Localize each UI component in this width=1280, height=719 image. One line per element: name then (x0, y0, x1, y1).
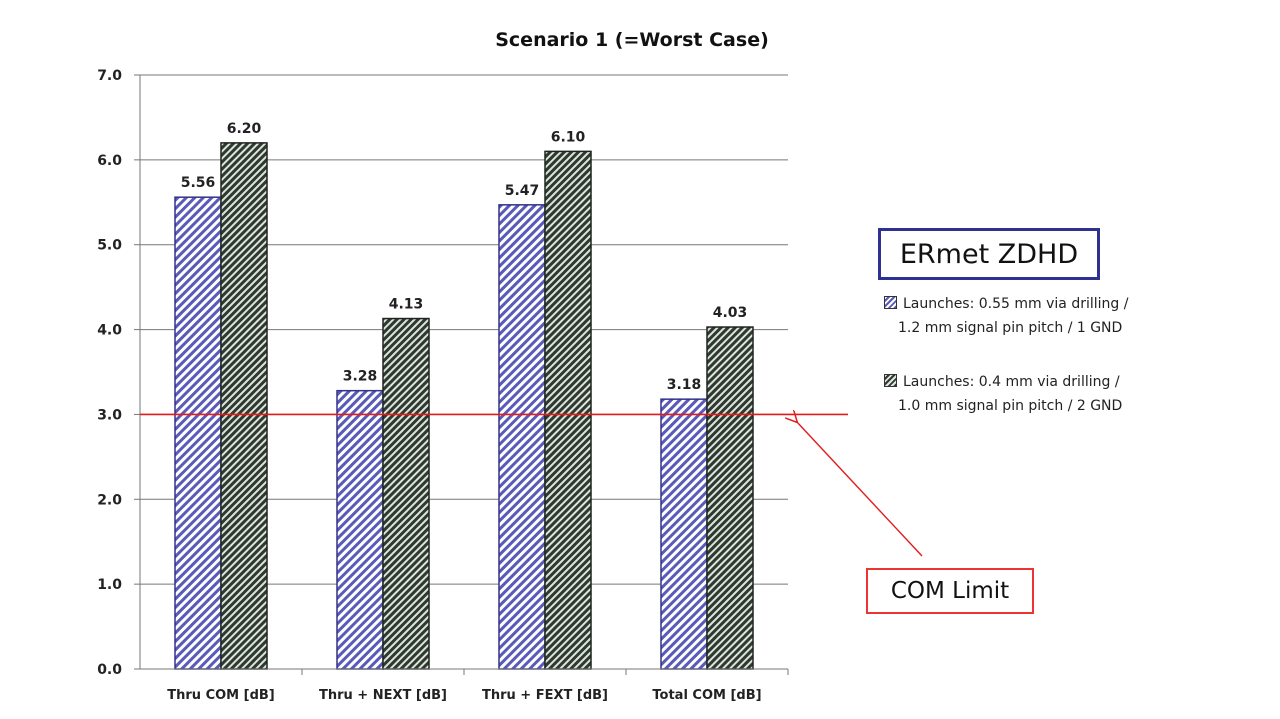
y-tick-label: 6.0 (97, 153, 122, 169)
y-tick-label: 0.0 (97, 662, 122, 678)
x-tick-label: Thru COM [dB] (167, 688, 274, 703)
y-tick-label: 5.0 (97, 238, 122, 254)
bar-series-2-2 (544, 150, 592, 670)
legend-item-series-2: Launches: 0.4 mm via drilling / 1.0 mm s… (884, 370, 1184, 418)
bar-series-1-2 (498, 204, 546, 670)
bar-series-2-3 (706, 326, 754, 670)
legend-swatch-dark (884, 374, 897, 387)
bar-series-2-1 (382, 317, 430, 670)
y-tick-label: 4.0 (97, 323, 122, 339)
x-tick-label: Thru + NEXT [dB] (319, 688, 447, 703)
legend-item-label-line2: 1.0 mm signal pin pitch / 2 GND (898, 398, 1123, 414)
legend-item-series-1: Launches: 0.55 mm via drilling / 1.2 mm … (884, 292, 1184, 340)
data-label: 4.13 (389, 297, 424, 313)
legend-swatch-blue (884, 296, 897, 309)
data-label: 3.18 (667, 377, 702, 393)
data-label: 6.20 (227, 121, 262, 137)
data-label: 5.56 (181, 175, 216, 191)
data-label: 6.10 (551, 129, 586, 145)
bar-series-2-0 (220, 142, 268, 670)
bar-series-1-3 (660, 398, 708, 670)
data-label: 4.03 (713, 305, 748, 321)
legend-heading: ERmet ZDHD (878, 228, 1100, 280)
legend-item-label-line2: 1.2 mm signal pin pitch / 1 GND (898, 320, 1123, 336)
bar-series-1-1 (336, 389, 384, 670)
y-tick-label: 1.0 (97, 577, 122, 593)
y-tick-label: 7.0 (97, 68, 122, 84)
com-limit-annotation: COM Limit (866, 568, 1034, 614)
legend-item-label: Launches: 0.4 mm via drilling / (903, 374, 1120, 390)
y-tick-label: 2.0 (97, 492, 122, 508)
x-tick-label: Thru + FEXT [dB] (482, 688, 608, 703)
com-limit-arrow (796, 421, 923, 557)
y-tick-label: 3.0 (97, 407, 122, 423)
legend-item-label: Launches: 0.55 mm via drilling / (903, 296, 1129, 312)
data-label: 5.47 (505, 183, 540, 199)
x-tick-label: Total COM [dB] (652, 688, 761, 703)
bar-series-1-0 (174, 196, 222, 670)
chart-title: Scenario 1 (=Worst Case) (495, 29, 769, 51)
data-label: 3.28 (343, 369, 378, 385)
